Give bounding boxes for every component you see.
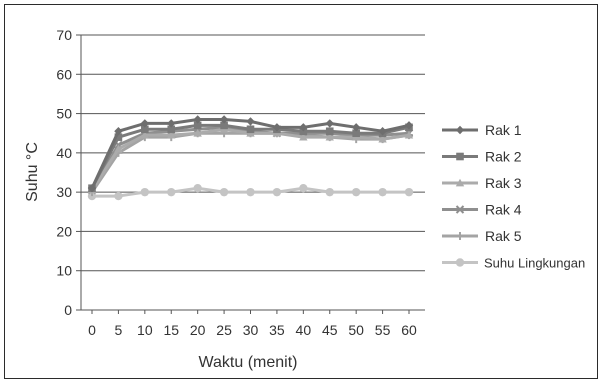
data-point	[325, 187, 334, 197]
data-point	[167, 125, 176, 134]
x-tick-label: 0	[88, 322, 96, 338]
data-point	[141, 125, 149, 134]
data-point	[246, 187, 255, 197]
data-point	[404, 130, 414, 139]
data-point	[193, 184, 202, 193]
legend-item: Rak 4	[442, 202, 522, 218]
legend-label: Rak 4	[485, 202, 522, 218]
legend-item: Suhu Lingkungan	[442, 256, 585, 271]
x-tick-label: 50	[348, 322, 364, 338]
data-point	[220, 121, 228, 130]
data-point	[140, 119, 150, 128]
data-point	[193, 121, 202, 130]
data-point	[404, 187, 414, 197]
data-point	[378, 134, 387, 143]
data-point	[114, 191, 123, 201]
legend-item: Rak 3	[442, 175, 522, 191]
legend: Rak 1 Rak 2 Rak 3 Rak 4 Rak 5 Suhu Lingkungan	[442, 122, 585, 271]
data-point	[167, 119, 176, 128]
legend-item: Rak 2	[442, 149, 522, 165]
series-6	[87, 184, 414, 201]
data-point	[352, 129, 360, 138]
legend-label: Suhu Lingkungan	[484, 256, 585, 271]
axes: 0 10 20 30 40 50 60 70 0 5 10 15 20 25 30 35 40 45 50 55 60	[56, 27, 425, 338]
legend-label: Rak 1	[485, 122, 522, 138]
y-tick-label: 30	[56, 184, 72, 200]
y-tick-label: 20	[56, 223, 72, 239]
y-tick-label: 40	[56, 145, 72, 161]
data-point	[351, 187, 361, 197]
series-2	[88, 121, 413, 193]
series-line	[90, 131, 410, 193]
x-tick-label: 55	[375, 322, 391, 338]
data-point	[167, 187, 176, 197]
legend-item: Rak 5	[442, 228, 522, 244]
y-tick-label: 0	[64, 302, 72, 318]
y-axis-title: Suhu °C	[24, 142, 41, 202]
data-point	[378, 127, 387, 136]
data-point	[246, 125, 255, 134]
series-group	[87, 115, 414, 201]
data-point	[351, 123, 361, 132]
x-axis-title: Waktu (menit)	[199, 354, 298, 371]
data-point	[299, 184, 308, 193]
y-tick-label: 50	[56, 106, 72, 122]
x-tick-label: 35	[269, 322, 285, 338]
legend-swatch-marker	[455, 178, 465, 187]
legend-label: Rak 5	[485, 228, 522, 244]
data-point	[378, 187, 387, 197]
legend-label: Rak 3	[485, 175, 522, 191]
data-point	[193, 129, 202, 137]
data-point	[87, 184, 97, 193]
x-tick-label: 60	[401, 322, 417, 338]
data-point	[299, 123, 308, 132]
data-point	[325, 119, 334, 128]
legend-swatch-marker	[455, 258, 465, 267]
data-point	[140, 130, 150, 139]
x-tick-label: 45	[322, 322, 338, 338]
x-tick-label: 5	[115, 322, 123, 338]
legend-swatch-marker	[456, 232, 464, 240]
legend-swatch-marker	[455, 205, 465, 214]
y-tick-label: 70	[56, 27, 72, 43]
x-tick-label: 40	[296, 322, 312, 338]
y-tick-label: 10	[56, 263, 72, 279]
data-point	[272, 123, 282, 132]
data-point	[299, 132, 308, 141]
data-point	[114, 133, 123, 141]
data-point	[325, 132, 334, 141]
x-tick-label: 30	[243, 322, 259, 338]
legend-swatch-marker	[455, 125, 465, 135]
series-1	[87, 115, 414, 193]
data-point	[404, 121, 414, 130]
series-line	[90, 127, 410, 191]
x-tick-label: 15	[163, 322, 179, 338]
data-point	[193, 115, 202, 124]
data-point	[272, 187, 282, 197]
data-point	[325, 127, 334, 136]
data-point	[219, 115, 229, 124]
data-point	[140, 187, 150, 197]
legend-label: Rak 2	[485, 149, 522, 165]
gridlines	[81, 34, 425, 272]
y-tick-label: 60	[56, 66, 72, 82]
data-point	[167, 130, 176, 139]
data-point	[114, 144, 123, 153]
legend-swatch-marker	[456, 152, 464, 161]
x-tick-label: 10	[137, 322, 153, 338]
data-point	[114, 127, 123, 136]
data-point	[219, 187, 229, 197]
x-tick-label: 25	[216, 322, 232, 338]
legend-item: Rak 1	[442, 122, 522, 138]
x-tick-label: 20	[190, 322, 206, 338]
data-point	[246, 117, 255, 126]
